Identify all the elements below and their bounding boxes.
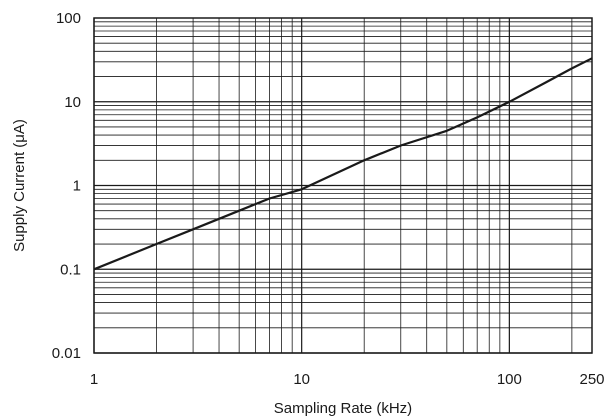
- y-axis-title: Supply Current (μA): [11, 119, 28, 252]
- grid-lines: [93, 18, 592, 354]
- supply-current-line: [93, 57, 593, 271]
- y-tick-label: 1: [73, 178, 81, 195]
- x-tick-label: 10: [293, 371, 310, 388]
- x-axis-tick-labels: 1 10 100 250: [90, 371, 605, 388]
- x-axis-title: Sampling Rate (kHz): [274, 400, 412, 417]
- plot-area-frame: [93, 17, 593, 354]
- y-tick-label: 10: [64, 94, 81, 111]
- y-tick-label: 0.01: [52, 345, 81, 362]
- y-tick-label: 100: [56, 10, 81, 27]
- x-tick-label: 100: [497, 371, 522, 388]
- y-tick-label: 0.1: [60, 261, 81, 278]
- x-tick-label: 1: [90, 371, 98, 388]
- y-axis-tick-labels: 0.01 0.1 1 10 100: [52, 10, 81, 362]
- x-tick-label: 250: [579, 371, 604, 388]
